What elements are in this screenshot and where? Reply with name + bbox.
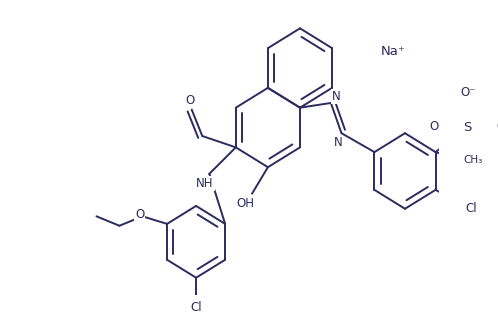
- Text: NH: NH: [196, 177, 214, 190]
- Text: CH₃: CH₃: [463, 155, 482, 165]
- Text: Na⁺: Na⁺: [380, 45, 405, 57]
- Text: N: N: [334, 136, 342, 149]
- Text: O: O: [135, 208, 144, 221]
- Text: Cl: Cl: [465, 202, 477, 215]
- Text: S: S: [463, 121, 472, 134]
- Text: Cl: Cl: [190, 301, 202, 312]
- Text: N: N: [332, 90, 341, 103]
- Text: O: O: [185, 94, 195, 107]
- Text: O⁻: O⁻: [461, 86, 476, 99]
- Text: OH: OH: [236, 197, 254, 210]
- Text: O: O: [496, 120, 498, 133]
- Text: O: O: [429, 120, 438, 133]
